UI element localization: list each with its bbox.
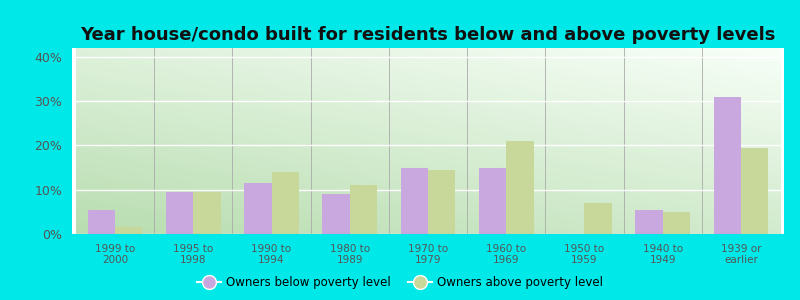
Bar — [322, 194, 350, 234]
Bar — [428, 170, 455, 234]
Bar — [741, 148, 768, 234]
Bar — [479, 168, 506, 234]
Bar — [244, 183, 271, 234]
Bar — [115, 227, 142, 234]
Bar — [506, 141, 534, 234]
Bar — [401, 168, 428, 234]
Bar — [635, 210, 662, 234]
Bar — [271, 172, 299, 234]
Bar — [350, 185, 377, 234]
Title: Year house/condo built for residents below and above poverty levels: Year house/condo built for residents bel… — [80, 26, 776, 44]
Bar — [585, 203, 612, 234]
Bar — [194, 192, 221, 234]
Legend: Owners below poverty level, Owners above poverty level: Owners below poverty level, Owners above… — [193, 272, 607, 294]
Bar — [88, 210, 115, 234]
Bar — [714, 97, 741, 234]
Bar — [166, 192, 194, 234]
Bar — [662, 212, 690, 234]
